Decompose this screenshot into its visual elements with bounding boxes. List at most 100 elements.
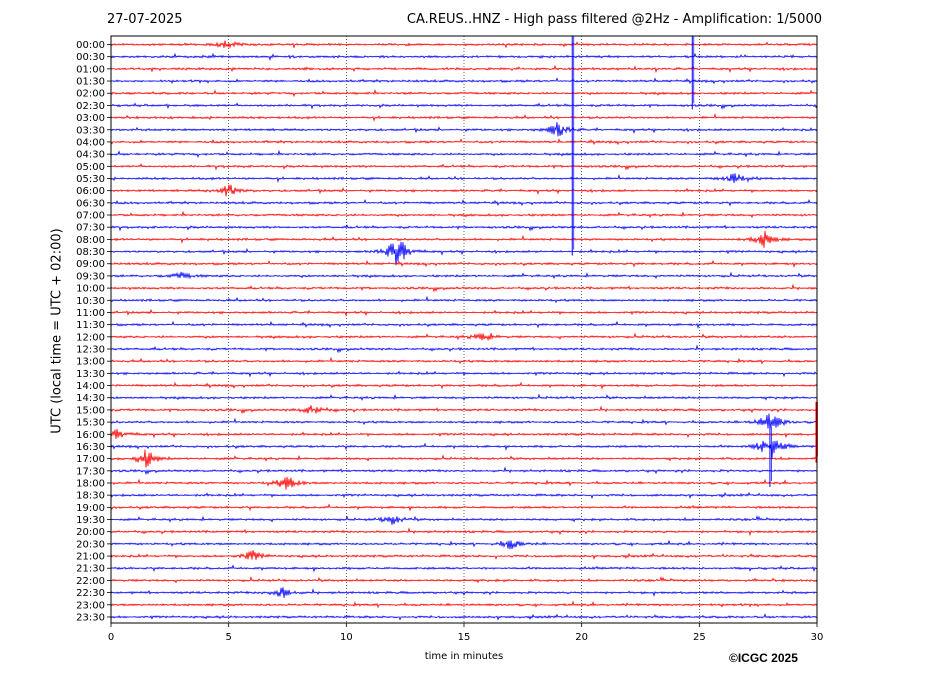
trace-row-0000 [110,40,818,49]
trace-row-1900 [110,503,818,512]
y-tick-label: 04:30 [76,150,105,161]
trace-row-1430 [110,393,818,401]
x-axis-label: time in minutes [424,651,504,662]
y-tick-label: 03:30 [76,125,105,136]
trace-row-1400 [110,381,818,390]
y-tick-label: 20:00 [76,527,105,538]
y-tick-label: 11:00 [76,308,105,319]
trace-row-1730 [110,466,818,476]
y-tick-label: 07:30 [76,223,105,234]
trace-row-1700 [110,449,818,468]
x-tick-label: 20 [575,632,588,643]
trace-row-0630 [110,199,818,207]
y-tick-label: 16:30 [76,442,105,453]
x-tick-label: 15 [458,632,471,643]
trace-row-0100 [110,64,818,74]
trace-row-1800 [110,476,818,490]
trace-row-1600 [110,428,818,440]
y-tick-label: 17:30 [76,466,105,477]
y-tick-label: 09:00 [76,259,105,270]
y-tick-label: 06:30 [76,198,105,209]
y-tick-label: 21:30 [76,564,105,575]
chart-title: CA.REUS..HNZ - High pass filtered @2Hz -… [406,12,822,27]
y-tick-label: 23:30 [76,612,105,623]
y-tick-label: 15:00 [76,405,105,416]
grid-lines [228,36,700,623]
trace-row-1130 [110,320,818,329]
trace-row-2200 [110,576,818,584]
y-tick-label: 00:00 [76,40,105,51]
trace-row-1630 [110,440,818,459]
trace-row-2100 [110,549,818,560]
y-tick-label: 08:00 [76,235,105,246]
y-tick-label: 02:30 [76,101,105,112]
y-tick-label: 13:30 [76,369,105,380]
y-tick-label: 19:30 [76,515,105,526]
trace-row-2130 [110,564,818,573]
trace-row-1000 [110,283,818,293]
y-tick-label: 18:00 [76,478,105,489]
trace-row-2030 [110,539,818,550]
y-tick-label: 20:30 [76,539,105,550]
trace-row-1330 [110,370,818,378]
trace-row-2330 [110,613,818,621]
trace-row-1530 [110,413,818,431]
trace-row-0230 [110,102,818,110]
trace-row-0900 [110,259,818,269]
trace-row-1830 [110,491,818,499]
y-tick-label: 08:30 [76,247,105,258]
trace-row-2230 [110,587,818,599]
y-tick-label: 05:30 [76,174,105,185]
trace-row-1930 [110,515,818,525]
y-tick-label: 12:30 [76,345,105,356]
date-label: 27-07-2025 [107,12,183,27]
trace-row-2000 [110,527,818,537]
trace-row-0830 [110,241,818,266]
trace-row-0200 [110,88,817,98]
trace-row-1030 [110,295,818,304]
trace-row-0600 [110,184,818,197]
trace-row-0430 [110,149,818,158]
x-tick-label: 30 [811,632,824,643]
trace-row-2300 [110,600,818,609]
x-tick-label: 5 [225,632,231,643]
trace-row-0930 [110,271,818,280]
trace-row-0400 [110,138,818,146]
y-tick-label: 04:00 [76,137,105,148]
x-tick-label: 10 [340,632,353,643]
y-tick-label: 01:30 [76,77,105,88]
x-tick-label: 25 [693,632,706,643]
y-tick-label: 21:00 [76,552,105,563]
y-tick-label: 23:00 [76,600,105,611]
trace-row-0730 [110,224,818,232]
trace-row-0800 [110,230,818,248]
y-tick-label: 09:30 [76,271,105,282]
trace-row-1230 [110,344,818,354]
y-tick-label: 17:00 [76,454,105,465]
trace-row-0300 [110,113,818,122]
y-tick-label: 16:00 [76,430,105,441]
y-tick-label: 05:00 [76,162,105,173]
y-tick-label: 00:30 [76,52,105,63]
y-tick-label: 02:00 [76,89,105,100]
y-tick-label: 18:30 [76,491,105,502]
y-tick-label: 10:30 [76,296,105,307]
x-tick-label: 0 [108,632,114,643]
y-tick-label: 22:00 [76,576,105,587]
y-tick-label: 03:00 [76,113,105,124]
trace-row-1500 [110,405,818,415]
trace-row-1100 [110,308,818,317]
y-tick-label: 22:30 [76,588,105,599]
x-tick-labels: 0 5 10 15 20 25 30 [108,623,824,643]
y-tick-label: 07:00 [76,211,105,222]
seismic-traces [110,40,818,621]
y-tick-label: 13:00 [76,357,105,368]
y-tick-label: 10:00 [76,284,105,295]
trace-row-0330 [110,122,818,137]
trace-row-1200 [110,332,818,342]
spike-lines [571,36,818,487]
y-tick-label: 12:00 [76,332,105,343]
y-tick-label: 06:00 [76,186,105,197]
